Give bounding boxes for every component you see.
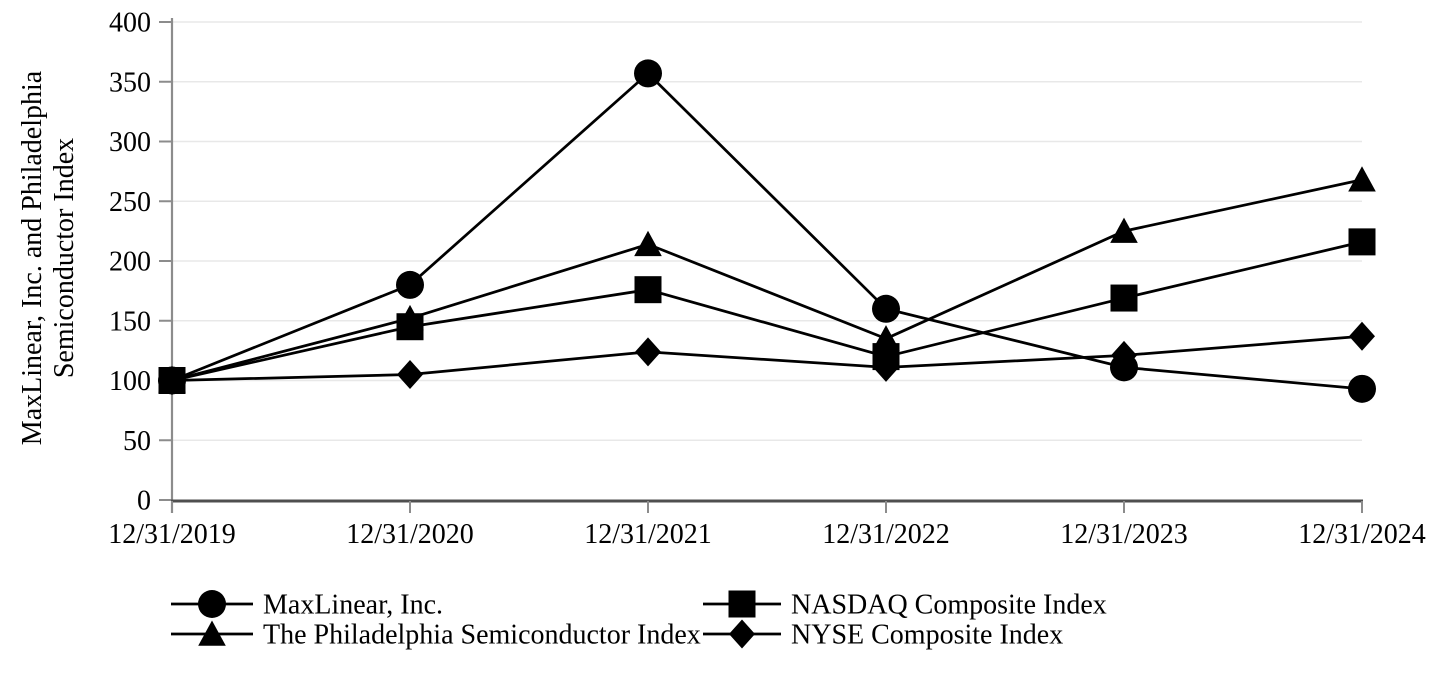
legend-item-nyse: NYSE Composite Index bbox=[703, 619, 1063, 651]
series-line-nasdaq bbox=[171, 240, 1363, 382]
series-line-nyse bbox=[171, 334, 1363, 382]
marker-triangle-philadelphia-semiconductor-4 bbox=[1110, 217, 1138, 243]
x-tick-label-5: 12/31/2024 bbox=[1298, 519, 1426, 550]
legend-label-maxlinear: MaxLinear, Inc. bbox=[263, 590, 443, 621]
y-tick-label-300: 300 bbox=[109, 127, 151, 158]
marker-square-nasdaq-4 bbox=[1110, 284, 1138, 312]
x-tick-label-0: 12/31/2019 bbox=[108, 519, 236, 550]
marker-square-nasdaq-1 bbox=[396, 313, 424, 341]
marker-triangle-philadelphia-semiconductor-5 bbox=[1348, 166, 1376, 192]
y-tick-label-250: 250 bbox=[109, 187, 151, 218]
legend-item-nasdaq: NASDAQ Composite Index bbox=[703, 590, 1107, 621]
marker-diamond-nyse-5 bbox=[1349, 321, 1375, 351]
legend-label-philadelphia-semiconductor: The Philadelphia Semiconductor Index bbox=[263, 620, 701, 651]
y-axis-tick-labels: 0 50 100 150 200 250 300 350 400 bbox=[109, 8, 151, 517]
marker-square-nasdaq-2 bbox=[634, 276, 662, 304]
marker-circle-maxlinear-2 bbox=[634, 59, 662, 88]
y-tick-label-200: 200 bbox=[109, 247, 151, 278]
legend: MaxLinear, Inc. NASDAQ Composite Index T… bbox=[171, 590, 1107, 651]
y-tick-label-150: 150 bbox=[109, 306, 151, 337]
y-tick-label-0: 0 bbox=[137, 486, 151, 517]
legend-item-philadelphia-semiconductor: The Philadelphia Semiconductor Index bbox=[171, 620, 701, 651]
marker-triangle-philadelphia-semiconductor-2 bbox=[634, 230, 662, 257]
marker-circle-maxlinear-1 bbox=[396, 270, 424, 299]
y-tick-label-100: 100 bbox=[109, 366, 151, 397]
diamond-marker-icon bbox=[729, 619, 755, 649]
legend-item-maxlinear: MaxLinear, Inc. bbox=[171, 590, 443, 621]
square-marker-icon bbox=[728, 590, 756, 618]
marker-square-nasdaq-3 bbox=[872, 343, 900, 371]
y-tick-label-400: 400 bbox=[109, 8, 151, 39]
triangle-marker-icon bbox=[198, 620, 226, 646]
series-plot-area bbox=[158, 59, 1376, 403]
gridlines bbox=[172, 21, 1362, 441]
y-tick-label-50: 50 bbox=[123, 426, 151, 457]
marker-circle-maxlinear-3 bbox=[872, 294, 900, 323]
y-axis-title-line2: Semiconductor Index bbox=[49, 138, 80, 378]
marker-diamond-nyse-2 bbox=[635, 337, 661, 367]
circle-marker-icon bbox=[198, 590, 226, 618]
marker-diamond-nyse-1 bbox=[397, 360, 423, 390]
series-line-philadelphia-semiconductor bbox=[171, 178, 1363, 382]
marker-square-nasdaq-0 bbox=[158, 367, 186, 394]
legend-label-nyse: NYSE Composite Index bbox=[791, 620, 1063, 651]
x-tick-label-4: 12/31/2023 bbox=[1060, 519, 1188, 550]
x-tick-label-3: 12/31/2022 bbox=[822, 519, 950, 550]
x-tick-label-2: 12/31/2021 bbox=[584, 519, 712, 550]
x-axis-tick-labels: 12/31/2019 12/31/2020 12/31/2021 12/31/2022… bbox=[108, 519, 1426, 550]
y-axis-title-line1: MaxLinear, Inc. and Philadelphia bbox=[17, 70, 48, 445]
x-tick-label-1: 12/31/2020 bbox=[346, 519, 474, 550]
axes bbox=[159, 18, 1363, 513]
marker-square-nasdaq-5 bbox=[1348, 228, 1376, 256]
series-line-maxlinear bbox=[171, 71, 1363, 391]
marker-circle-maxlinear-5 bbox=[1348, 374, 1376, 403]
y-tick-label-350: 350 bbox=[109, 67, 151, 98]
marker-diamond-nyse-4 bbox=[1111, 340, 1137, 370]
legend-label-nasdaq: NASDAQ Composite Index bbox=[791, 590, 1107, 621]
